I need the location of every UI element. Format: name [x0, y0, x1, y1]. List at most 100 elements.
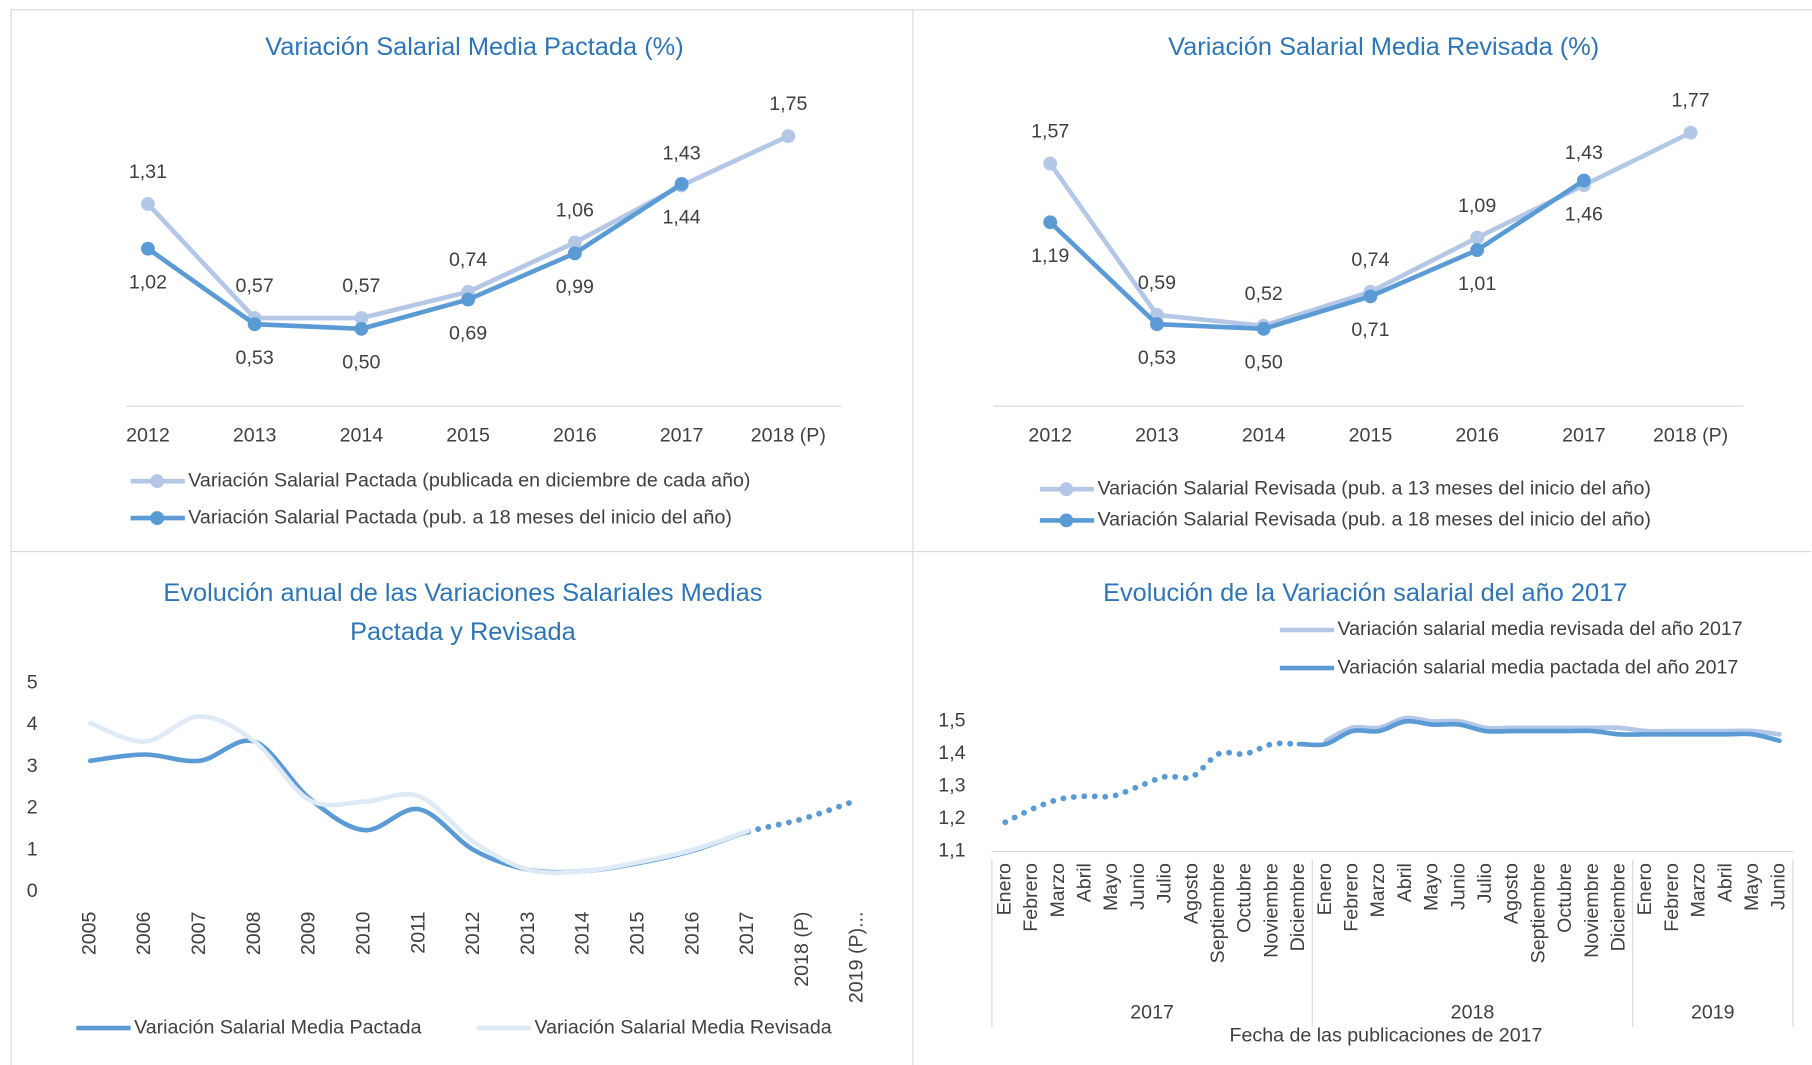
y-tick-label: 1,1: [938, 840, 965, 862]
data-label: 0,53: [236, 347, 274, 369]
point-marker: [141, 241, 155, 256]
x-tick-label: Mayo: [1421, 863, 1443, 911]
x-tick-label: Septiembre: [1527, 863, 1549, 963]
data-label: 1,57: [1031, 121, 1069, 143]
x-tick-label: Febrero: [1341, 863, 1363, 932]
chart-title: Variación Salarial Media Pactada (%): [265, 33, 683, 61]
x-axis-title: Fecha de las publicaciones de 2017: [1230, 1024, 1543, 1046]
x-tick-label: 2014: [1242, 424, 1286, 446]
x-tick-label: 2012: [1028, 424, 1072, 446]
data-label: 0,50: [342, 352, 380, 374]
x-tick-label: 2017: [660, 424, 704, 446]
point-marker: [1043, 156, 1058, 171]
legend-label: Variación Salarial Media Pactada: [134, 1016, 421, 1038]
x-tick-label: Mayo: [1100, 863, 1122, 911]
data-label: 1,09: [1458, 195, 1496, 217]
x-tick-label: Febrero: [1020, 863, 1042, 932]
group-label: 2019: [1691, 1001, 1735, 1023]
group-label: 2017: [1130, 1001, 1174, 1023]
y-tick-label: 3: [27, 755, 38, 777]
x-tick-label: Junio: [1127, 863, 1149, 910]
data-label: 1,19: [1031, 245, 1069, 267]
x-tick-label: 2009: [298, 912, 320, 956]
legend-label: Variación Salarial Media Revisada: [534, 1016, 831, 1038]
legend-marker: [1059, 482, 1074, 497]
data-label: 0,74: [1351, 249, 1389, 271]
data-label: 1,43: [662, 143, 700, 165]
data-label: 1,31: [129, 161, 167, 183]
x-tick-label: 2015: [626, 911, 648, 955]
x-tick-label: 2006: [133, 911, 155, 955]
x-tick-label: Abril: [1074, 863, 1096, 902]
x-tick-label: 2012: [462, 912, 484, 956]
x-tick-label: 2018 (P): [1653, 424, 1728, 446]
point-marker: [1150, 317, 1164, 332]
point-marker: [567, 235, 582, 250]
x-tick-label: Enero: [1314, 863, 1336, 915]
x-tick-label: 2017: [736, 912, 758, 956]
chart-title: Pactada y Revisada: [350, 618, 577, 646]
y-tick-label: 1,5: [938, 709, 965, 731]
legend-marker: [1059, 513, 1074, 528]
x-tick-label: Enero: [1634, 863, 1656, 915]
data-label: 0,57: [236, 275, 274, 297]
data-label: 1,44: [662, 207, 700, 229]
point-marker: [1043, 215, 1058, 230]
group-label: 2018: [1451, 1001, 1495, 1023]
x-tick-label: 2005: [78, 911, 100, 955]
data-label: 1,75: [769, 93, 807, 115]
y-tick-label: 0: [27, 880, 38, 902]
x-tick-label: 2013: [517, 911, 539, 955]
y-tick-label: 2: [27, 797, 38, 819]
data-label: 0,52: [1245, 283, 1283, 305]
point-marker: [1470, 230, 1485, 245]
x-tick-label: Junio: [1768, 863, 1790, 910]
chart-title: Variación Salarial Media Revisada (%): [1168, 33, 1599, 61]
x-tick-label: Abril: [1714, 863, 1736, 902]
x-tick-label: 2016: [1455, 424, 1499, 446]
x-tick-label: 2015: [446, 424, 490, 446]
legend-label: Variación Salarial Revisada (pub. a 13 m…: [1098, 477, 1651, 499]
y-tick-label: 1: [27, 838, 38, 860]
x-tick-label: Junio: [1447, 863, 1469, 910]
data-label: 1,77: [1672, 90, 1710, 112]
data-label: 1,06: [556, 200, 594, 222]
legend-label: Variación Salarial Pactada (pub. a 18 me…: [188, 506, 732, 528]
x-tick-label: Agosto: [1501, 863, 1523, 924]
x-tick-label: 2019 (P)...: [846, 912, 868, 1004]
legend-label: Variación Salarial Revisada (pub. a 18 m…: [1098, 509, 1651, 531]
point-marker: [354, 311, 369, 325]
point-marker: [1256, 321, 1271, 336]
y-tick-label: 5: [27, 671, 38, 693]
data-label: 0,99: [556, 276, 594, 298]
x-tick-label: Diciembre: [1287, 863, 1309, 951]
x-tick-label: 2013: [1135, 424, 1179, 446]
data-label: 0,50: [1245, 352, 1283, 374]
data-label: 0,57: [342, 275, 380, 297]
series-line: [87, 738, 751, 875]
x-tick-label: Septiembre: [1207, 863, 1229, 963]
point-marker: [461, 292, 476, 307]
chart-title: Evolución anual de las Variaciones Salar…: [163, 579, 762, 607]
x-tick-label: Noviembre: [1260, 863, 1282, 958]
x-tick-label: Marzo: [1688, 863, 1710, 918]
legend-label: Variación salarial media revisada del añ…: [1338, 618, 1743, 640]
x-tick-label: 2014: [340, 424, 384, 446]
point-marker: [567, 246, 582, 261]
data-label: 0,74: [449, 249, 487, 271]
chart-title: Evolución de la Variación salarial del a…: [1103, 579, 1627, 607]
point-marker: [247, 317, 262, 332]
x-tick-label: 2013: [233, 424, 277, 446]
x-tick-label: Marzo: [1047, 863, 1069, 918]
data-label: 1,01: [1458, 273, 1496, 295]
x-tick-label: 2007: [188, 912, 210, 956]
x-tick-label: Julio: [1474, 863, 1496, 903]
legend-label: Variación Salarial Pactada (publicada en…: [188, 469, 750, 491]
legend-marker: [150, 474, 165, 489]
x-tick-label: 2017: [1562, 424, 1606, 446]
series-line: [87, 714, 751, 875]
x-tick-label: 2008: [243, 911, 265, 955]
series-line: [1323, 715, 1782, 744]
